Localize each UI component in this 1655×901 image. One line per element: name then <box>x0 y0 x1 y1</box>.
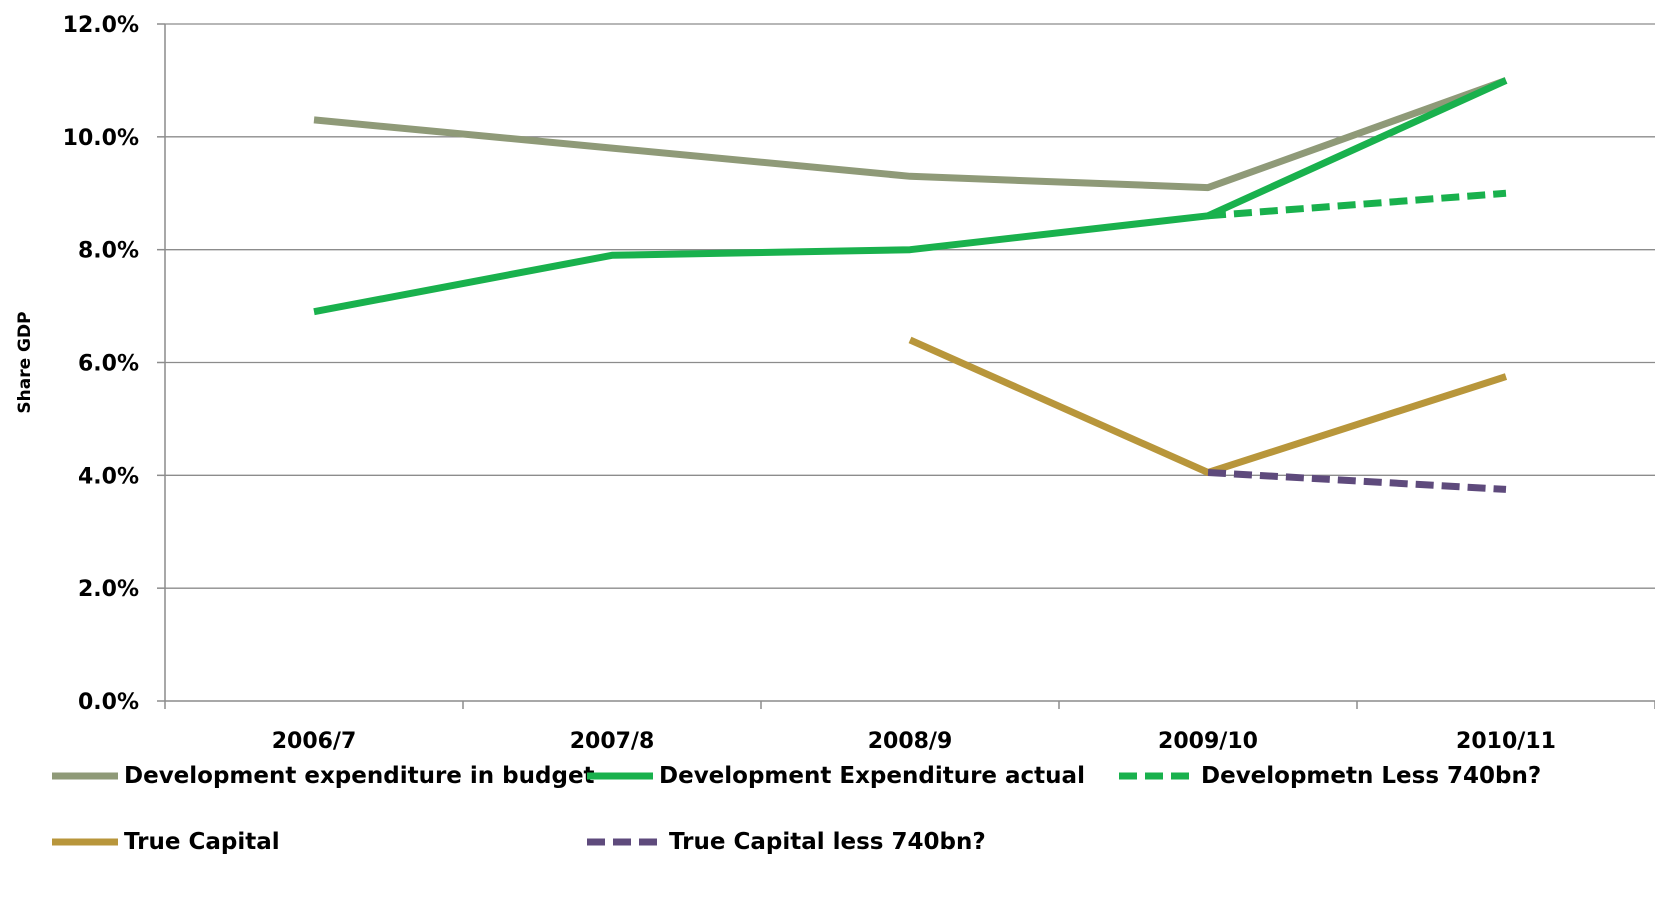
legend-item-dev-budget: Development expenditure in budget <box>50 763 595 789</box>
y-tick-labels: 0.0% 2.0% 4.0% 6.0% 8.0% 10.0% 12.0% <box>63 13 139 715</box>
y-tick-label: 6.0% <box>78 352 139 377</box>
legend-item-true-capital-less-740bn: True Capital less 740bn? <box>585 829 986 855</box>
x-tick-labels: 2006/7 2007/8 2008/9 2009/10 2010/11 <box>272 729 1556 754</box>
y-tick-label: 2.0% <box>78 577 139 602</box>
y-tick-label: 12.0% <box>63 13 139 38</box>
y-axis-label: Share GDP <box>15 311 35 413</box>
legend-item-true-capital: True Capital <box>50 829 280 855</box>
y-tick-label: 0.0% <box>78 690 139 715</box>
x-tick-label: 2009/10 <box>1158 729 1258 754</box>
legend-label: Developmetn Less 740bn? <box>1201 763 1542 789</box>
legend-label: True Capital less 740bn? <box>669 829 986 855</box>
series-line-3 <box>908 336 1508 476</box>
legend-label: Development Expenditure actual <box>659 763 1085 789</box>
legend-label: Development expenditure in budget <box>124 763 595 789</box>
y-tick-label: 4.0% <box>78 464 139 489</box>
legend-item-dev-less-740bn: Developmetn Less 740bn? <box>1117 763 1541 789</box>
grid-lines <box>165 23 1655 589</box>
legend-item-dev-actual: Development Expenditure actual <box>585 763 1085 789</box>
axes <box>157 23 1655 709</box>
series-line-2 <box>1207 189 1507 220</box>
series-line-0 <box>313 77 1508 192</box>
x-tick-label: 2007/8 <box>570 729 655 754</box>
legend-label: True Capital <box>124 829 280 855</box>
x-tick-label: 2006/7 <box>272 729 357 754</box>
x-tick-label: 2008/9 <box>868 729 953 754</box>
series-lines <box>313 77 1508 493</box>
y-tick-label: 10.0% <box>63 126 139 151</box>
y-tick-label: 8.0% <box>78 239 139 264</box>
series-line-1 <box>313 77 1508 316</box>
series-line-4 <box>1207 469 1507 493</box>
x-tick-label: 2010/11 <box>1456 729 1556 754</box>
